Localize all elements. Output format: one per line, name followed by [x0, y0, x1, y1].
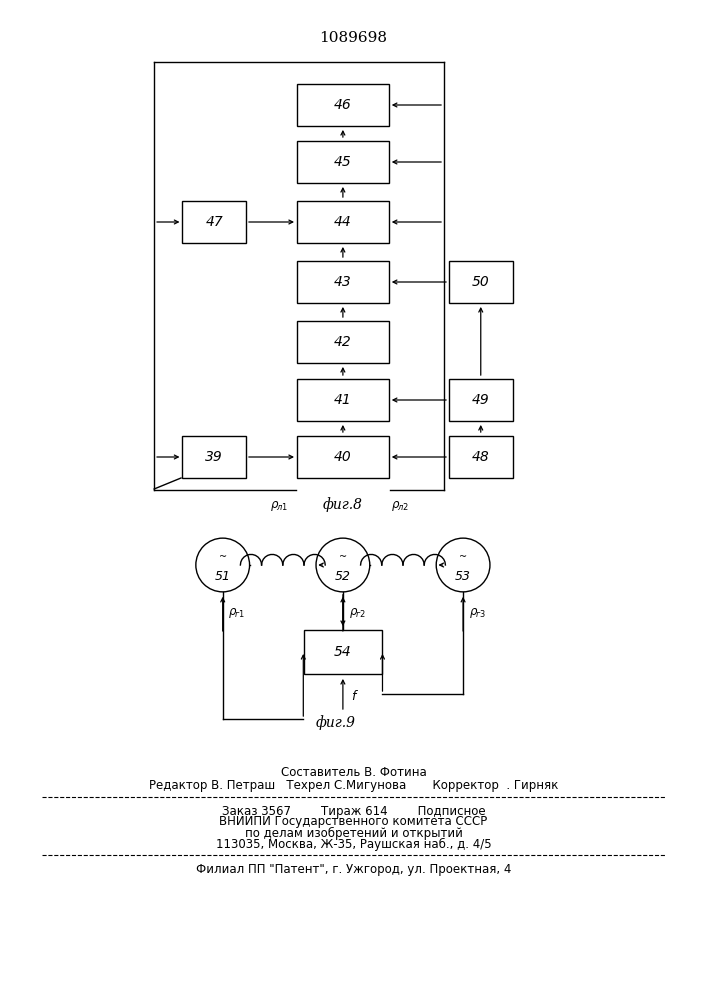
FancyBboxPatch shape: [297, 321, 389, 363]
Ellipse shape: [436, 538, 490, 592]
Text: $\rho_{\!г2}$: $\rho_{\!г2}$: [349, 606, 366, 620]
Text: 53: 53: [455, 570, 471, 583]
Text: 50: 50: [472, 275, 490, 289]
Text: 52: 52: [335, 570, 351, 583]
Text: 47: 47: [205, 215, 223, 229]
Text: фиг.8: фиг.8: [323, 497, 363, 512]
Text: 43: 43: [334, 275, 352, 289]
FancyBboxPatch shape: [449, 261, 513, 303]
Text: 41: 41: [334, 393, 352, 407]
FancyBboxPatch shape: [297, 261, 389, 303]
Text: $\rho_{\!л2}$: $\rho_{\!л2}$: [390, 499, 409, 513]
Text: 39: 39: [205, 450, 223, 464]
Text: Филиал ПП "Патент", г. Ужгород, ул. Проектная, 4: Филиал ПП "Патент", г. Ужгород, ул. Прое…: [196, 862, 511, 876]
Text: 49: 49: [472, 393, 490, 407]
Text: по делам изобретений и открытий: по делам изобретений и открытий: [245, 826, 462, 840]
Text: $\rho_{\!л1}$: $\rho_{\!л1}$: [270, 499, 288, 513]
Text: ~: ~: [218, 552, 227, 562]
FancyBboxPatch shape: [304, 630, 382, 674]
Text: Редактор В. Петраш   Техрел С.Мигунова       Корректор  . Гирняк: Редактор В. Петраш Техрел С.Мигунова Кор…: [148, 780, 559, 792]
Text: $\rho_{\!г1}$: $\rho_{\!г1}$: [228, 606, 245, 620]
Ellipse shape: [316, 538, 370, 592]
FancyBboxPatch shape: [297, 379, 389, 421]
Ellipse shape: [196, 538, 250, 592]
Text: 40: 40: [334, 450, 352, 464]
Text: ~: ~: [459, 552, 467, 562]
FancyBboxPatch shape: [297, 201, 389, 243]
FancyBboxPatch shape: [297, 84, 389, 126]
FancyBboxPatch shape: [297, 141, 389, 183]
Text: Заказ 3567        Тираж 614        Подписное: Заказ 3567 Тираж 614 Подписное: [222, 804, 485, 818]
Text: 113035, Москва, Ж-35, Раушская наб., д. 4/5: 113035, Москва, Ж-35, Раушская наб., д. …: [216, 837, 491, 851]
Text: Составитель В. Фотина: Составитель В. Фотина: [281, 766, 426, 780]
FancyBboxPatch shape: [182, 201, 246, 243]
Text: фиг.9: фиг.9: [316, 715, 356, 730]
Text: 46: 46: [334, 98, 352, 112]
Text: 48: 48: [472, 450, 490, 464]
FancyBboxPatch shape: [297, 436, 389, 478]
Text: 1089698: 1089698: [320, 31, 387, 45]
FancyBboxPatch shape: [182, 436, 246, 478]
Text: 51: 51: [215, 570, 230, 583]
Text: $\rho_{\!г3}$: $\rho_{\!г3}$: [469, 606, 486, 620]
Text: 54: 54: [334, 645, 352, 659]
FancyBboxPatch shape: [449, 436, 513, 478]
Text: ~: ~: [339, 552, 347, 562]
Text: 44: 44: [334, 215, 352, 229]
Text: 42: 42: [334, 335, 352, 349]
FancyBboxPatch shape: [449, 379, 513, 421]
Text: $f$: $f$: [351, 689, 359, 703]
Text: 45: 45: [334, 155, 352, 169]
Text: ВНИИПИ Государственного комитета СССР: ВНИИПИ Государственного комитета СССР: [219, 816, 488, 828]
